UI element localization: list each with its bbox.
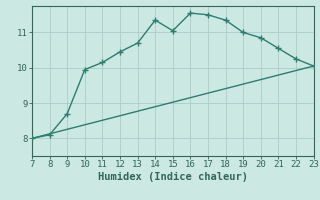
X-axis label: Humidex (Indice chaleur): Humidex (Indice chaleur) [98,172,248,182]
